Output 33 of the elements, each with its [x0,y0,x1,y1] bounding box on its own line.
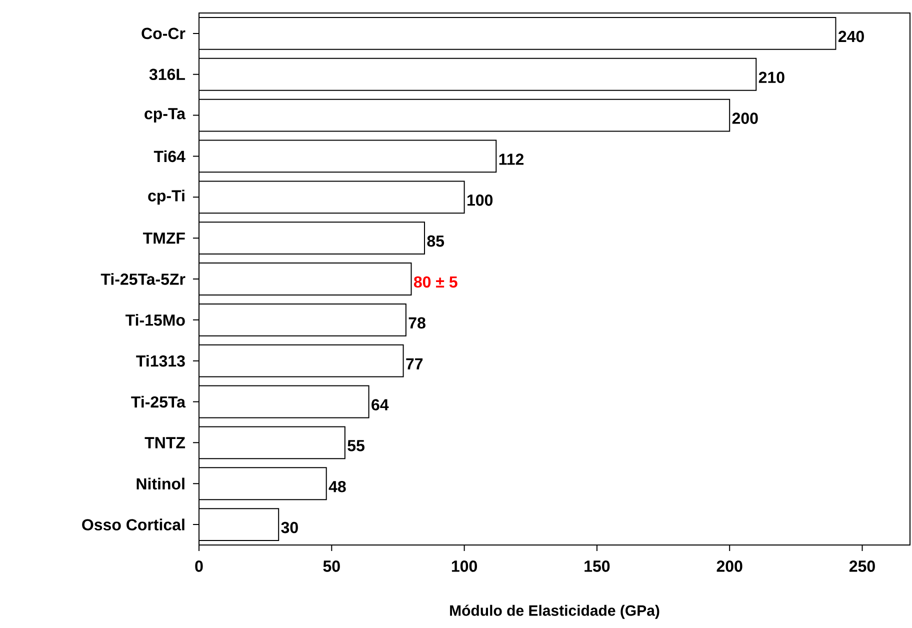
annotation: 80 ± 5 [414,276,458,288]
y-tick-label: Nitinol [136,478,184,490]
data-label: 48 [328,480,346,492]
y-tick-label: cp-Ti [148,190,184,205]
y-tick-label: Ti-25Ta-5Zr [100,273,186,285]
y-tick-label: TMZF [142,232,185,244]
data-label: 64 [372,399,389,410]
data-label: 78 [408,317,426,329]
x-tick-label: 100 [452,560,477,572]
y-tick-label: TNTZ [144,437,186,448]
data-label: 77 [406,358,423,370]
x-tick-label: 50 [323,560,340,572]
data-label: 210 [758,72,784,84]
data-label: 100 [468,194,493,206]
y-tick-label: 316L [149,68,185,80]
data-label: 112 [499,154,524,165]
data-label: 85 [427,235,444,247]
y-tick-label: Ti64 [154,150,186,162]
y-tick-label: Ti-25Ta [131,396,186,408]
x-tick-label: 0 [195,560,203,572]
x-tick-label: 150 [584,560,610,572]
x-axis-title: Módulo de Elasticidade (GPa) [450,604,660,619]
y-tick-label: Co-Cr [142,28,186,40]
x-tick-label: 200 [716,560,742,572]
x-tick-label: 250 [849,560,875,572]
y-tick-label: Ti-15Mo [125,314,185,326]
data-label: 200 [732,112,758,124]
y-tick-label: Osso Cortical [82,518,184,530]
y-tick-label: Ti1313 [136,354,185,367]
y-tick-label: cp-Ta [144,108,186,122]
data-label: 240 [838,30,864,42]
data-label: 30 [281,522,298,534]
data-label: 55 [348,440,364,452]
